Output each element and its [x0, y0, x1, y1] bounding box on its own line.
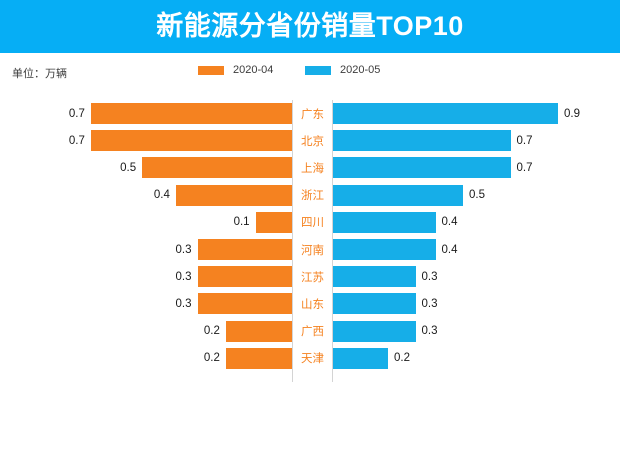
bar-left[interactable]: [225, 320, 292, 342]
bar-left[interactable]: [175, 184, 292, 206]
bar-value-label-left: 0.4: [153, 189, 170, 202]
bar-value-label-left: 0.3: [175, 243, 192, 256]
bar-value-label-left: 0.7: [68, 134, 85, 147]
bar-group-right: 0.9: [333, 103, 620, 124]
category-label: 山东: [301, 298, 324, 311]
category-label: 河南: [301, 244, 324, 257]
chart-row: 0.2 天津 0.2: [0, 347, 620, 369]
bar-group-left: 0.4: [0, 184, 292, 206]
bar-value-label-right: 0.4: [441, 243, 458, 256]
bar-left[interactable]: [197, 293, 292, 315]
bar-group-left: 0.1: [0, 211, 292, 233]
bar-value-label-right: 0.2: [394, 352, 410, 365]
bar-group-left: 0.2: [0, 347, 292, 369]
chart-row: 0.5 上海 0.7: [0, 157, 620, 179]
bar-group-left: 0.5: [0, 157, 292, 179]
legend-label-2020-05: 2020-05: [340, 64, 381, 76]
bar-group-right: 0.4: [333, 211, 620, 233]
bar-left[interactable]: [90, 103, 292, 124]
bar-right[interactable]: [333, 266, 416, 288]
legend: 单位：万辆 2020-04 2020-05: [0, 53, 620, 93]
bar-group-left: 0.7: [0, 130, 292, 152]
bar-group-right: 0.4: [333, 239, 620, 260]
legend-swatch-2020-04: [198, 65, 224, 75]
bar-left[interactable]: [255, 211, 292, 233]
bar-group-left: 0.3: [0, 266, 292, 288]
legend-label-2020-04: 2020-04: [233, 64, 274, 76]
bar-value-label-right: 0.4: [441, 216, 458, 229]
chart-row: 0.3 山东 0.3: [0, 293, 620, 315]
legend-swatch-2020-05: [305, 65, 331, 75]
bar-group-left: 0.3: [0, 293, 292, 315]
bar-value-label-right: 0.3: [421, 270, 438, 283]
category-label: 广西: [301, 326, 324, 339]
bar-group-right: 0.5: [333, 184, 620, 206]
bar-right[interactable]: [333, 130, 511, 152]
bar-group-right: 0.3: [333, 293, 620, 315]
legend-item-2020-05[interactable]: 2020-05: [305, 64, 380, 76]
bar-right[interactable]: [333, 320, 416, 342]
bar-group-left: 0.7: [0, 103, 292, 124]
bar-value-label-right: 0.5: [469, 189, 485, 202]
chart-row: 0.3 河南 0.4: [0, 239, 620, 260]
category-label: 浙江: [301, 190, 324, 203]
bar-right[interactable]: [333, 103, 558, 124]
category-label: 上海: [301, 162, 324, 175]
legend-item-2020-04[interactable]: 2020-04: [198, 64, 273, 76]
axis-line-left: [292, 100, 293, 382]
bar-group-left: 0.3: [0, 239, 292, 260]
bar-left[interactable]: [197, 266, 292, 288]
header-banner: 新能源分省份销量TOP10: [0, 0, 620, 53]
category-label: 四川: [301, 217, 324, 230]
bar-right[interactable]: [333, 157, 511, 179]
category-label: 广东: [301, 108, 324, 121]
bar-value-label-left: 0.2: [203, 352, 220, 365]
bar-value-label-right: 0.3: [421, 325, 438, 338]
bar-left[interactable]: [197, 239, 292, 260]
bar-right[interactable]: [333, 347, 388, 369]
chart-row: 0.3 江苏 0.3: [0, 266, 620, 288]
chart-plot-area: 0.7 广东 0.9 0.7 北京 0.7 0.5 上海 0.7 0.4 浙江 0.5 0.1 四川 0.4…: [0, 93, 620, 393]
bar-group-right: 0.3: [333, 320, 620, 342]
bar-value-label-right: 0.3: [421, 297, 438, 310]
chart-row: 0.7 广东 0.9: [0, 103, 620, 124]
bar-value-label-left: 0.1: [233, 216, 250, 229]
bar-group-right: 0.7: [333, 157, 620, 179]
bar-left[interactable]: [225, 347, 292, 369]
bar-right[interactable]: [333, 239, 436, 260]
category-label: 北京: [301, 135, 324, 148]
unit-label: 单位：万辆: [12, 68, 67, 80]
chart-row: 0.7 北京 0.7: [0, 130, 620, 152]
bar-group-right: 0.7: [333, 130, 620, 152]
bar-value-label-right: 0.7: [516, 134, 533, 147]
bar-right[interactable]: [333, 211, 436, 233]
chart-row: 0.2 广西 0.3: [0, 320, 620, 342]
axis-line-right: [332, 100, 333, 382]
bar-group-right: 0.2: [333, 347, 620, 369]
bar-left[interactable]: [90, 130, 292, 152]
category-label: 天津: [301, 353, 324, 366]
bar-value-label-left: 0.3: [175, 297, 192, 310]
bar-value-label-left: 0.5: [120, 161, 137, 174]
bar-right[interactable]: [333, 293, 416, 315]
bar-left[interactable]: [142, 157, 292, 179]
bar-value-label-left: 0.2: [203, 325, 220, 338]
chart-row: 0.1 四川 0.4: [0, 211, 620, 233]
bar-value-label-right: 0.7: [516, 161, 533, 174]
bar-value-label-left: 0.7: [68, 107, 85, 120]
bar-value-label-left: 0.3: [175, 270, 192, 283]
bar-group-left: 0.2: [0, 320, 292, 342]
bar-right[interactable]: [333, 184, 463, 206]
bar-group-right: 0.3: [333, 266, 620, 288]
page-title: 新能源分省份销量TOP10: [156, 11, 464, 41]
chart-row: 0.4 浙江 0.5: [0, 184, 620, 206]
category-label: 江苏: [301, 271, 324, 284]
bar-value-label-right: 0.9: [564, 107, 580, 120]
